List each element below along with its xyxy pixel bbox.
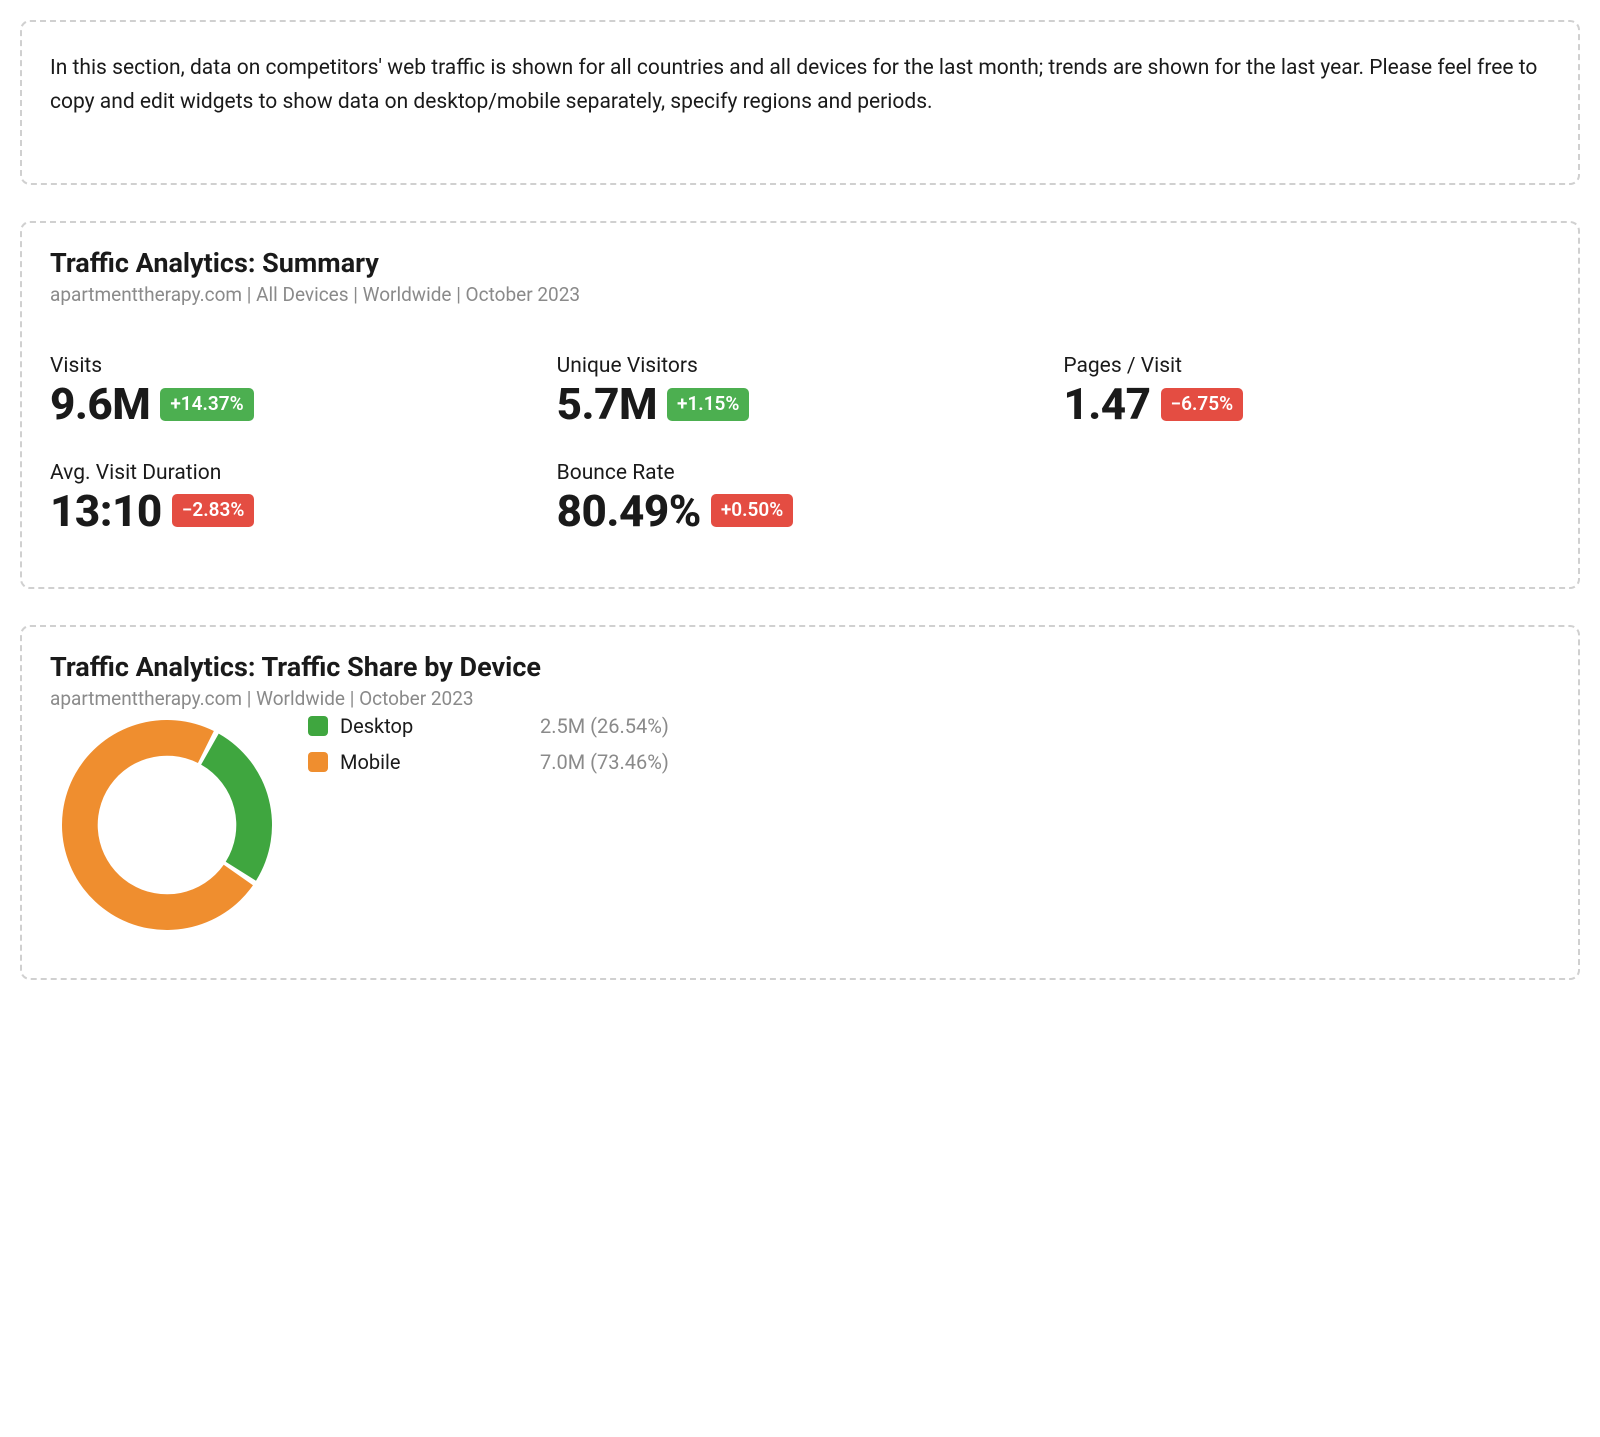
metric-pages-per-visit: Pages / Visit 1.47 −6.75% xyxy=(1063,354,1550,428)
metric-value: 1.47 xyxy=(1063,380,1150,428)
legend-swatch-mobile xyxy=(308,752,328,772)
donut-chart xyxy=(62,720,272,930)
legend-swatch-desktop xyxy=(308,716,328,736)
legend-label: Mobile xyxy=(340,750,540,774)
metric-value: 13:10 xyxy=(50,487,162,535)
metric-label: Bounce Rate xyxy=(557,461,1044,485)
metric-unique-visitors: Unique Visitors 5.7M +1.15% xyxy=(557,354,1044,428)
metric-delta-badge: −2.83% xyxy=(172,494,255,527)
donut-chart-wrap xyxy=(62,720,272,930)
metric-delta-badge: −6.75% xyxy=(1161,388,1244,421)
metric-bounce-rate: Bounce Rate 80.49% +0.50% xyxy=(557,461,1044,535)
summary-card-title: Traffic Analytics: Summary xyxy=(50,247,1550,279)
legend-value: 7.0M (73.46%) xyxy=(540,750,669,774)
device-card-title: Traffic Analytics: Traffic Share by Devi… xyxy=(50,651,1550,683)
metric-delta-badge: +14.37% xyxy=(160,388,253,421)
metric-value: 80.49% xyxy=(557,487,701,535)
summary-card: Traffic Analytics: Summary apartmentther… xyxy=(20,221,1580,589)
device-share-card: Traffic Analytics: Traffic Share by Devi… xyxy=(20,625,1580,980)
metric-label: Pages / Visit xyxy=(1063,354,1550,378)
legend-row-desktop: Desktop 2.5M (26.54%) xyxy=(308,714,669,738)
legend-row-mobile: Mobile 7.0M (73.46%) xyxy=(308,750,669,774)
summary-card-subtitle: apartmenttherapy.com | All Devices | Wor… xyxy=(50,283,1550,306)
metrics-grid: Visits 9.6M +14.37% Unique Visitors 5.7M… xyxy=(50,354,1550,535)
legend-label: Desktop xyxy=(340,714,540,738)
device-legend: Desktop 2.5M (26.54%) Mobile 7.0M (73.46… xyxy=(308,714,669,786)
info-card: In this section, data on competitors' we… xyxy=(20,20,1580,185)
metric-value: 9.6M xyxy=(50,380,150,428)
metric-delta-badge: +1.15% xyxy=(667,388,749,421)
legend-value: 2.5M (26.54%) xyxy=(540,714,669,738)
info-text: In this section, data on competitors' we… xyxy=(50,52,1550,119)
metric-label: Unique Visitors xyxy=(557,354,1044,378)
metric-avg-visit-duration: Avg. Visit Duration 13:10 −2.83% xyxy=(50,461,537,535)
metric-label: Visits xyxy=(50,354,537,378)
device-card-subtitle: apartmenttherapy.com | Worldwide | Octob… xyxy=(50,687,1550,710)
metric-label: Avg. Visit Duration xyxy=(50,461,537,485)
metric-value: 5.7M xyxy=(557,380,657,428)
metric-visits: Visits 9.6M +14.37% xyxy=(50,354,537,428)
metric-delta-badge: +0.50% xyxy=(711,494,793,527)
donut-slice-desktop xyxy=(201,734,272,881)
